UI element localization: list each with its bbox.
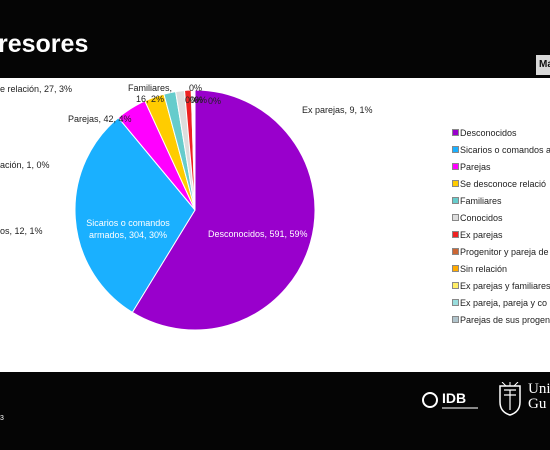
- label-familiares-line1: Familiares,: [127, 83, 172, 93]
- university-logo-line2: Gu: [528, 396, 547, 412]
- label-zero-1: 0%: [189, 83, 203, 93]
- legend-label: Ex parejas: [460, 230, 503, 240]
- label-relacion-left: ación, 1, 0%: [0, 160, 50, 170]
- legend-swatch: [452, 180, 459, 187]
- university-logo-line1: Uni: [528, 381, 550, 397]
- legend-label: Se desconoce relació: [460, 179, 547, 189]
- label-ex-parejas: Ex parejas, 9, 1%: [302, 105, 373, 115]
- participant-name-tag: Ma: [536, 55, 550, 75]
- legend-label: Desconocidos: [460, 128, 517, 138]
- pie-slice-desconocidos: [131, 89, 316, 331]
- label-familiares-line2: 16, 2%: [135, 94, 165, 104]
- legend-label: Progenitor y pareja de: [460, 247, 549, 257]
- idb-tagline-mark: [442, 407, 478, 409]
- legend-label: Familiares: [460, 196, 502, 206]
- label-zero-3: 0%: [190, 95, 204, 105]
- legend-swatch: [452, 214, 459, 221]
- label-desconocidos: Desconocidos, 591, 59%: [208, 229, 308, 239]
- idb-logo-text: IDB: [442, 390, 467, 406]
- pie-slice-parejas-de-sus-progenitores: [193, 89, 196, 211]
- legend-swatch: [452, 146, 459, 153]
- legend-label: Sin relación: [460, 264, 508, 274]
- label-se-desconoce: e relación, 27, 3%: [0, 84, 73, 94]
- label-zero-4: 0%: [194, 95, 208, 105]
- legend-label: Conocidos: [460, 213, 503, 223]
- idb-globe-icon: [422, 392, 438, 408]
- legend-swatch: [452, 129, 459, 136]
- legend-swatch: [452, 197, 459, 204]
- legend-label: Sicarios o comandos a: [460, 145, 550, 155]
- legend-label: Parejas: [460, 162, 491, 172]
- legend-swatch: [452, 316, 459, 323]
- label-zero-2: 0%: [185, 95, 199, 105]
- slide-number: 3: [0, 415, 4, 422]
- pie-chart: [74, 89, 316, 331]
- pie-slice-sicarios-o-comandos-armados: [74, 116, 196, 314]
- label-zero-5: 0%: [208, 96, 222, 106]
- legend-swatch: [452, 282, 459, 289]
- university-logo-text: Uni Gu: [528, 382, 550, 412]
- legend-label: Parejas de sus progen: [460, 315, 550, 325]
- university-crest-icon: [499, 382, 521, 416]
- idb-logo: IDB: [420, 388, 480, 418]
- legend-swatch: [452, 231, 459, 238]
- label-sicarios-line2: armados, 304, 30%: [88, 230, 168, 240]
- legend-swatch: [452, 248, 459, 255]
- university-logo: Uni Gu: [498, 380, 550, 422]
- legend-swatch: [452, 163, 459, 170]
- label-sicarios-line1: Sicarios o comandos: [86, 218, 170, 228]
- legend-swatch: [452, 299, 459, 306]
- label-conocidos-left: os, 12, 1%: [0, 226, 43, 236]
- label-parejas: Parejas, 42, 4%: [68, 114, 132, 124]
- legend-swatch: [452, 265, 459, 272]
- slide-title: resores: [0, 30, 89, 58]
- legend-label: Ex pareja, pareja y co: [460, 298, 548, 308]
- legend-label: Ex parejas y familiares: [460, 281, 550, 291]
- chart-panel: Desconocidos, 591, 59% Sicarios o comand…: [0, 78, 550, 372]
